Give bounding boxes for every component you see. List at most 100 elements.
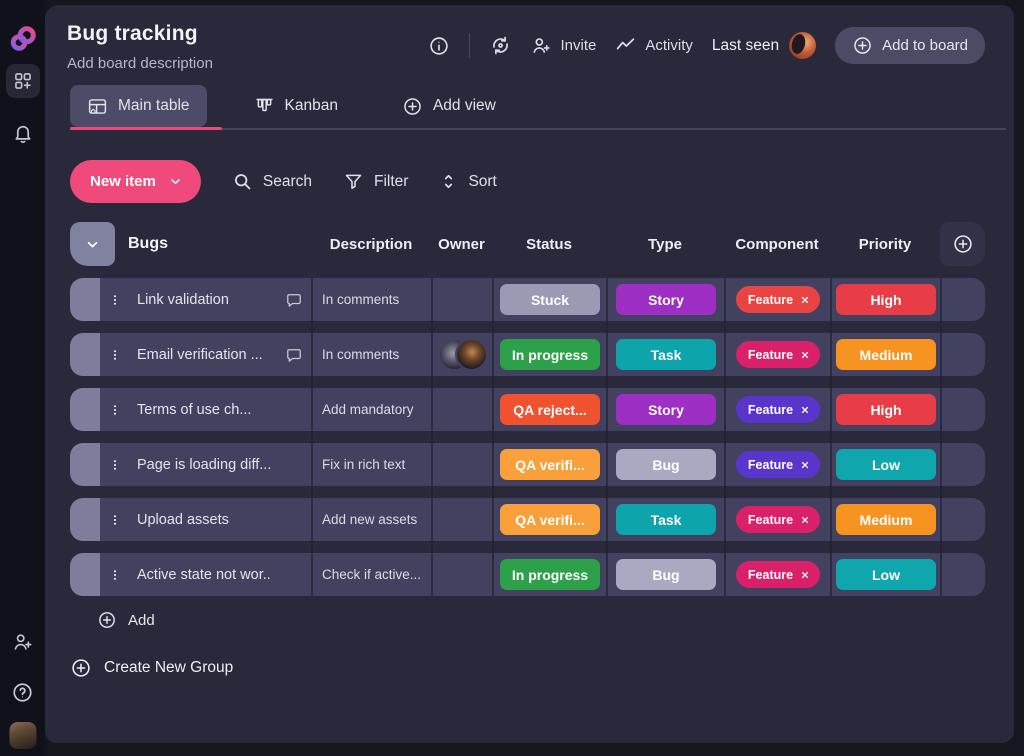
owner-cell[interactable] — [431, 443, 492, 486]
remove-tag-icon[interactable] — [800, 350, 810, 360]
remove-tag-icon[interactable] — [800, 515, 810, 525]
component-cell[interactable]: Feature — [724, 498, 830, 541]
column-header-type[interactable]: Type — [606, 222, 724, 266]
status-chip[interactable]: QA verifi... — [500, 449, 600, 480]
group-title[interactable]: Bugs — [115, 222, 311, 266]
column-header-status[interactable]: Status — [492, 222, 606, 266]
help-icon[interactable] — [9, 678, 37, 706]
item-name[interactable]: Email verification ... — [137, 347, 263, 363]
item-name[interactable]: Active state not wor.. — [137, 567, 271, 583]
priority-chip[interactable]: Low — [836, 559, 936, 590]
component-tag[interactable]: Feature — [736, 506, 820, 533]
status-chip[interactable]: QA reject... — [500, 394, 600, 425]
type-chip[interactable]: Task — [616, 504, 716, 535]
collapse-group-button[interactable] — [70, 222, 115, 266]
automations-button[interactable] — [489, 34, 512, 57]
remove-tag-icon[interactable] — [800, 405, 810, 415]
component-cell[interactable]: Feature — [724, 443, 830, 486]
component-tag[interactable]: Feature — [736, 561, 820, 588]
item-name-cell[interactable]: Email verification ... — [100, 333, 311, 376]
kebab-menu-icon[interactable] — [106, 452, 124, 478]
row-drag-handle[interactable] — [70, 333, 100, 376]
item-name-cell[interactable]: Upload assets — [100, 498, 311, 541]
invite-button[interactable]: Invite — [531, 35, 597, 56]
owner-cell[interactable] — [431, 498, 492, 541]
component-cell[interactable]: Feature — [724, 388, 830, 431]
row-drag-handle[interactable] — [70, 278, 100, 321]
item-name[interactable]: Page is loading diff... — [137, 457, 271, 473]
owner-cell[interactable] — [431, 278, 492, 321]
component-tag[interactable]: Feature — [736, 451, 820, 478]
kebab-menu-icon[interactable] — [106, 287, 124, 313]
priority-cell[interactable]: Medium — [830, 498, 940, 541]
comment-icon[interactable] — [285, 291, 303, 309]
status-cell[interactable]: QA verifi... — [492, 498, 606, 541]
owner-cell[interactable] — [431, 553, 492, 596]
type-cell[interactable]: Story — [606, 278, 724, 321]
remove-tag-icon[interactable] — [800, 460, 810, 470]
type-chip[interactable]: Bug — [616, 449, 716, 480]
activity-button[interactable]: Activity — [615, 35, 693, 56]
type-chip[interactable]: Bug — [616, 559, 716, 590]
component-cell[interactable]: Feature — [724, 333, 830, 376]
component-tag[interactable]: Feature — [736, 341, 820, 368]
type-chip[interactable]: Task — [616, 339, 716, 370]
item-name-cell[interactable]: Link validation — [100, 278, 311, 321]
priority-cell[interactable]: Low — [830, 443, 940, 486]
owner-cell[interactable] — [431, 388, 492, 431]
status-chip[interactable]: QA verifi... — [500, 504, 600, 535]
status-cell[interactable]: QA verifi... — [492, 443, 606, 486]
component-cell[interactable]: Feature — [724, 278, 830, 321]
description-cell[interactable]: Fix in rich text — [311, 443, 431, 486]
type-chip[interactable]: Story — [616, 284, 716, 315]
description-cell[interactable]: Add new assets — [311, 498, 431, 541]
priority-cell[interactable]: High — [830, 278, 940, 321]
tab-add-view[interactable]: Add view — [385, 85, 513, 127]
last-seen-avatar[interactable] — [789, 32, 816, 59]
app-logo[interactable] — [8, 24, 38, 54]
row-drag-handle[interactable] — [70, 553, 100, 596]
type-cell[interactable]: Task — [606, 498, 724, 541]
item-name-cell[interactable]: Active state not wor.. — [100, 553, 311, 596]
status-cell[interactable]: QA reject... — [492, 388, 606, 431]
type-cell[interactable]: Bug — [606, 553, 724, 596]
status-cell[interactable]: In progress — [492, 553, 606, 596]
add-column-button[interactable] — [940, 222, 985, 266]
status-chip[interactable]: Stuck — [500, 284, 600, 315]
kebab-menu-icon[interactable] — [106, 342, 124, 368]
row-drag-handle[interactable] — [70, 443, 100, 486]
description-cell[interactable]: In comments — [311, 278, 431, 321]
component-tag[interactable]: Feature — [736, 396, 820, 423]
new-item-button[interactable]: New item — [70, 160, 201, 203]
priority-cell[interactable]: Low — [830, 553, 940, 596]
info-button[interactable] — [428, 35, 450, 57]
sort-button[interactable]: Sort — [439, 172, 496, 191]
boards-grid-icon[interactable] — [6, 64, 40, 98]
item-name[interactable]: Terms of use ch... — [137, 402, 251, 418]
description-cell[interactable]: Check if active... — [311, 553, 431, 596]
status-chip[interactable]: In progress — [500, 559, 600, 590]
priority-chip[interactable]: Low — [836, 449, 936, 480]
tab-kanban[interactable]: Kanban — [237, 85, 355, 127]
item-name-cell[interactable]: Page is loading diff... — [100, 443, 311, 486]
kebab-menu-icon[interactable] — [106, 562, 124, 588]
component-tag[interactable]: Feature — [736, 286, 820, 313]
notifications-bell-icon[interactable] — [9, 119, 37, 147]
priority-chip[interactable]: Medium — [836, 339, 936, 370]
priority-chip[interactable]: Medium — [836, 504, 936, 535]
create-new-group-button[interactable]: Create New Group — [70, 657, 233, 679]
description-cell[interactable]: In comments — [311, 333, 431, 376]
type-cell[interactable]: Bug — [606, 443, 724, 486]
column-header-priority[interactable]: Priority — [830, 222, 940, 266]
add-to-board-button[interactable]: Add to board — [835, 27, 985, 64]
column-header-component[interactable]: Component — [724, 222, 830, 266]
description-cell[interactable]: Add mandatory — [311, 388, 431, 431]
type-cell[interactable]: Story — [606, 388, 724, 431]
type-cell[interactable]: Task — [606, 333, 724, 376]
owner-avatar[interactable] — [457, 340, 486, 369]
remove-tag-icon[interactable] — [800, 295, 810, 305]
row-drag-handle[interactable] — [70, 498, 100, 541]
priority-chip[interactable]: High — [836, 394, 936, 425]
item-name[interactable]: Link validation — [137, 292, 229, 308]
type-chip[interactable]: Story — [616, 394, 716, 425]
